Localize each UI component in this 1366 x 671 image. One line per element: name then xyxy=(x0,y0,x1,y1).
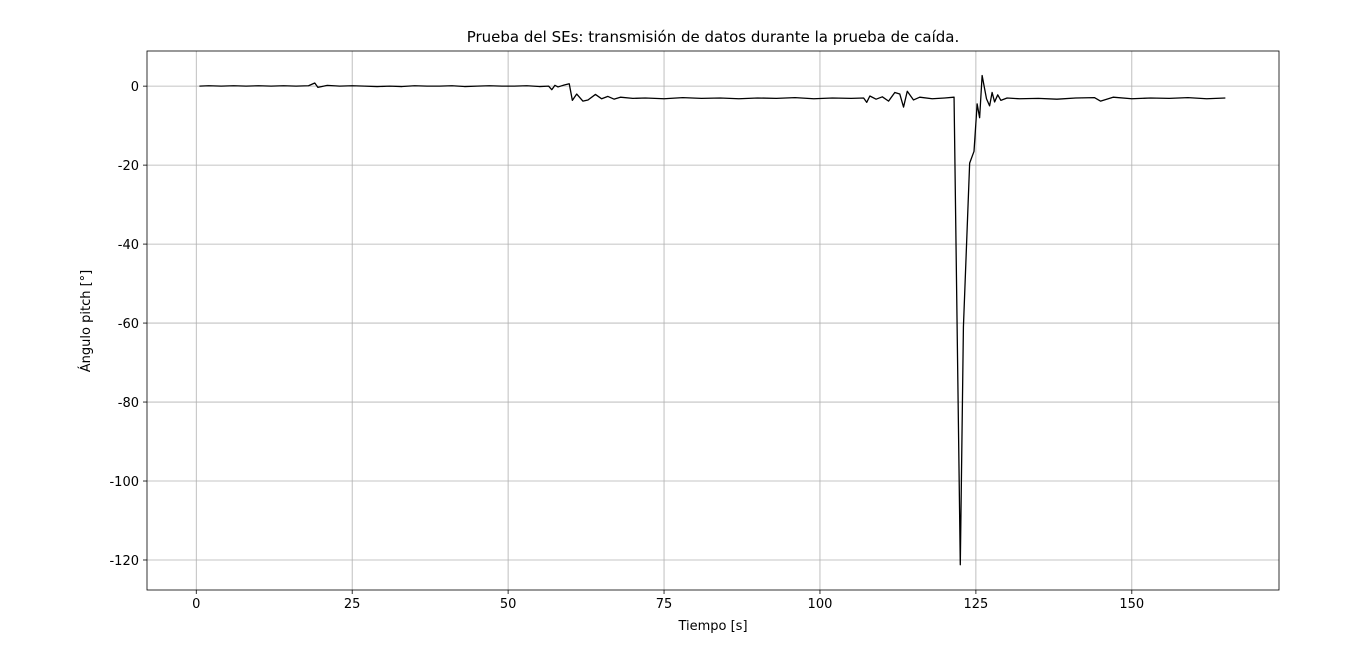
y-tick-label: -20 xyxy=(118,159,139,174)
x-tick-label: 100 xyxy=(808,597,833,612)
chart-title: Prueba del SEs: transmisión de datos dur… xyxy=(467,28,960,46)
x-tick-label: 25 xyxy=(344,597,361,612)
y-tick-label: 0 xyxy=(131,80,139,95)
data-line xyxy=(199,74,1226,566)
x-tick-label: 150 xyxy=(1119,597,1144,612)
plot-frame xyxy=(146,50,1280,591)
y-tick-label: -40 xyxy=(118,238,139,253)
x-tick-label: 50 xyxy=(500,597,517,612)
y-tick-label: -60 xyxy=(118,317,139,332)
x-tick-label: 75 xyxy=(656,597,673,612)
y-tick-label: -100 xyxy=(109,475,139,490)
x-tick-label: 125 xyxy=(963,597,988,612)
y-tick-label: -120 xyxy=(109,554,139,569)
y-axis-label: Ángulo pitch [°] xyxy=(78,270,94,372)
y-tick-label: -80 xyxy=(118,396,139,411)
x-tick-label: 0 xyxy=(192,597,200,612)
x-axis-label: Tiempo [s] xyxy=(677,619,747,634)
